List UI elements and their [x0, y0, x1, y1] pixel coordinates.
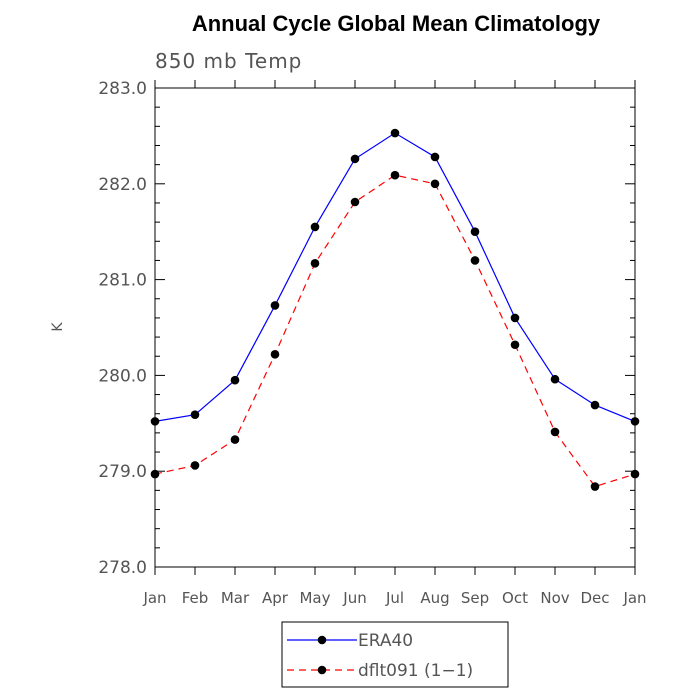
x-tick-label: Jan [142, 589, 166, 607]
data-point-series-1 [510, 340, 520, 350]
data-point-series-0 [430, 152, 440, 162]
x-tick-label: Nov [540, 589, 569, 607]
data-point-series-1 [390, 170, 400, 180]
y-axis-ticks: 278.0 279.0 280.0 281.0 282.0 283.0 [98, 79, 635, 578]
x-tick-label: Mar [221, 589, 250, 607]
x-tick-label: Aug [420, 589, 449, 607]
chart-title: Annual Cycle Global Mean Climatology [192, 11, 601, 36]
data-point-series-0 [230, 375, 240, 385]
data-point-series-0 [550, 374, 560, 384]
legend-marker-0 [317, 635, 327, 645]
data-point-series-0 [190, 410, 200, 419]
series-line-1 [154, 174, 636, 488]
data-point-series-0 [270, 301, 280, 310]
x-tick-label: Sep [461, 589, 489, 607]
legend-box [281, 621, 509, 688]
legend: ERA40 dflt091 (1−1) [281, 621, 509, 688]
legend-marker-1 [317, 665, 327, 675]
data-point-series-0 [350, 154, 360, 164]
data-point-series-0 [510, 313, 520, 323]
y-tick-label: 280.0 [98, 366, 147, 386]
y-tick-label: 278.0 [98, 558, 147, 578]
plot-frame [154, 87, 636, 568]
data-point-series-1 [430, 179, 440, 189]
data-point-series-1 [470, 256, 480, 265]
y-tick-label: 283.0 [98, 79, 147, 99]
data-point-series-1 [310, 259, 320, 268]
x-tick-label: Jul [385, 589, 404, 607]
x-tick-label: Oct [502, 589, 528, 607]
data-point-series-0 [390, 128, 400, 138]
legend-label-0: ERA40 [358, 631, 413, 651]
x-tick-label: May [299, 589, 330, 607]
data-point-series-1 [270, 350, 280, 359]
y-tick-label: 279.0 [98, 462, 147, 482]
legend-label-1: dflt091 (1−1) [358, 661, 473, 681]
x-tick-label: Apr [262, 589, 289, 607]
y-axis-label: K [50, 322, 66, 332]
x-axis-ticks: Jan Feb Mar Apr May Jun Jul Aug Sep Oct Nov Dec Jan [142, 80, 647, 607]
x-tick-label: Jun [342, 589, 366, 607]
series-layer [150, 128, 640, 491]
data-point-series-0 [150, 417, 160, 426]
y-tick-label: 282.0 [98, 175, 147, 195]
data-point-series-0 [630, 417, 640, 426]
data-point-series-0 [470, 227, 480, 236]
data-point-series-1 [630, 469, 640, 479]
x-tick-label: Feb [182, 589, 209, 607]
x-tick-label: Dec [580, 589, 609, 607]
data-point-series-0 [310, 222, 320, 232]
data-point-series-0 [590, 400, 600, 410]
data-point-series-1 [150, 469, 160, 479]
x-tick-label: Jan [622, 589, 646, 607]
y-tick-label: 281.0 [98, 271, 147, 291]
data-point-series-1 [190, 461, 200, 470]
data-point-series-1 [350, 197, 360, 207]
data-point-series-1 [550, 427, 560, 437]
data-point-series-1 [230, 435, 240, 444]
data-point-series-1 [590, 482, 600, 491]
chart-subtitle: 850 mb Temp [155, 49, 302, 73]
